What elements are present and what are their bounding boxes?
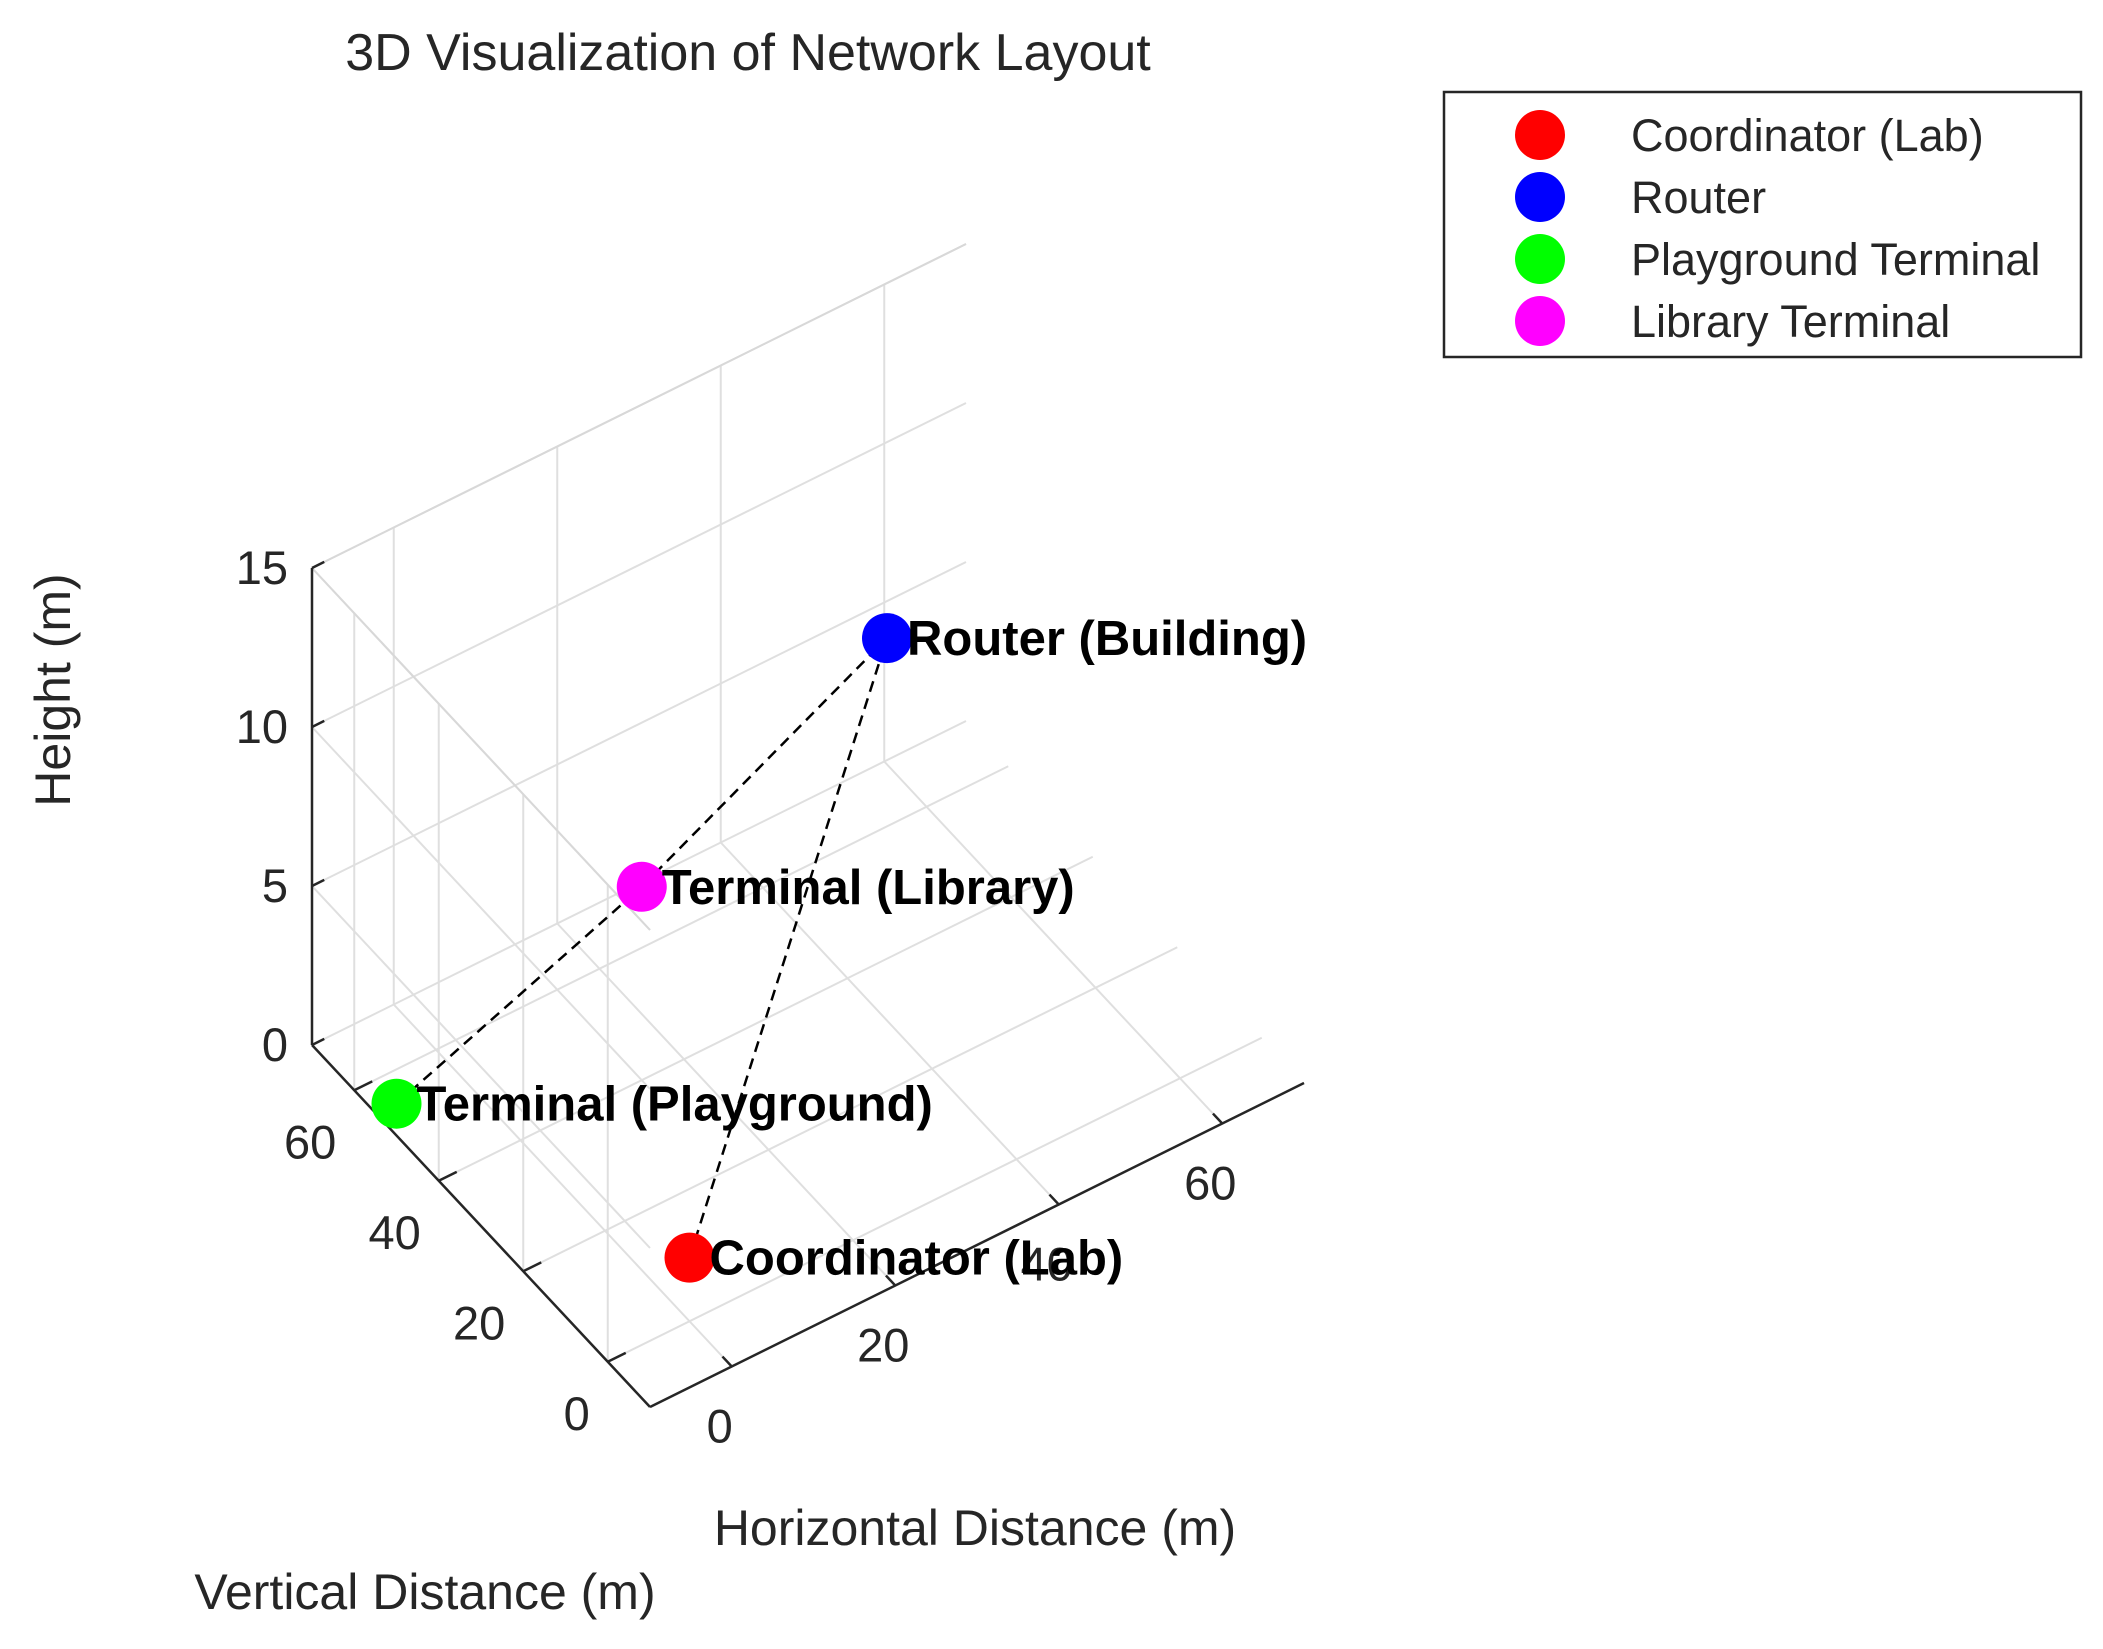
x-axis-line — [649, 1081, 1305, 1409]
y-tick — [438, 1170, 458, 1182]
y-axis-line — [311, 1044, 651, 1408]
side-wall-grid-line-z — [311, 726, 651, 1090]
floor-grid-line-x — [883, 760, 1223, 1125]
z-tick — [311, 719, 325, 729]
z-tick-label: 5 — [262, 859, 288, 912]
legend-label: Library Terminal — [1631, 296, 1950, 347]
y-tick — [522, 1261, 542, 1273]
floor-grid-line-x — [556, 922, 896, 1287]
connection-line — [640, 637, 888, 888]
z-tick-label: 0 — [262, 1018, 288, 1071]
legend-marker — [1515, 110, 1565, 160]
x-tick — [721, 1355, 733, 1368]
chart-title: 3D Visualization of Network Layout — [345, 24, 1151, 82]
z-axis-title: Height (m) — [25, 573, 81, 806]
data-point — [371, 1078, 422, 1129]
legend-marker — [1515, 172, 1565, 222]
point-layer — [371, 613, 912, 1283]
data-point — [664, 1232, 715, 1283]
x-tick — [885, 1274, 897, 1287]
side-wall-grid-line-z — [311, 885, 651, 1249]
connection-line — [688, 637, 889, 1259]
y-tick — [607, 1351, 627, 1363]
legend-marker — [1515, 296, 1565, 346]
point-label: Coordinator (Lab) — [710, 1232, 1124, 1286]
x-tick-label: 60 — [1184, 1157, 1236, 1210]
data-point — [862, 613, 912, 664]
z-tick — [311, 1037, 325, 1047]
floor-grid-line-y — [438, 855, 1094, 1182]
floor-grid-line-x — [720, 841, 1060, 1206]
x-tick-label: 0 — [707, 1400, 733, 1453]
back-wall-grid-line-z — [311, 561, 967, 887]
x-tick-label: 20 — [857, 1319, 909, 1372]
legend-marker — [1515, 234, 1565, 284]
y-tick-label: 20 — [453, 1296, 505, 1349]
y-tick-label: 40 — [368, 1206, 420, 1259]
z-tick — [311, 878, 325, 888]
x-tick-label: 40 — [1021, 1238, 1073, 1291]
box-edge — [311, 567, 651, 931]
z-tick — [311, 560, 325, 570]
legend: Coordinator (Lab) Router Playground Termin… — [1442, 90, 2083, 359]
axis-layer: 0 20 40 60 0 20 40 60 0 5 10 15 — [236, 541, 1305, 1453]
x-tick — [1212, 1112, 1224, 1125]
legend-label: Playground Terminal — [1631, 234, 2040, 285]
box-edge — [311, 243, 967, 569]
point-label: Router (Building) — [907, 612, 1307, 666]
y-axis-title: Vertical Distance (m) — [194, 1564, 655, 1620]
label-layer: Coordinator (Lab) Router (Building) Termin… — [417, 612, 1308, 1286]
connection-layer — [395, 637, 889, 1259]
floor-grid-line-y — [353, 765, 1009, 1092]
legend-label: Router — [1631, 172, 1766, 223]
floor-grid-line-y — [522, 946, 1178, 1273]
data-point — [616, 861, 667, 912]
floor-grid-line-y — [607, 1036, 1263, 1363]
y-tick-label: 0 — [564, 1387, 590, 1440]
y-tick — [353, 1080, 373, 1092]
connection-line — [395, 885, 643, 1105]
x-tick — [1048, 1193, 1060, 1206]
z-tick-label: 10 — [236, 700, 288, 753]
legend-label: Coordinator (Lab) — [1631, 110, 1984, 161]
point-label: Terminal (Library) — [662, 861, 1075, 915]
back-wall-grid-line-z — [311, 402, 967, 728]
z-tick-label: 15 — [236, 541, 288, 594]
y-tick-label: 60 — [284, 1115, 336, 1168]
floor-grid-line-x — [393, 1003, 733, 1368]
x-axis-title: Horizontal Distance (m) — [714, 1500, 1236, 1556]
point-label: Terminal (Playground) — [417, 1078, 933, 1132]
